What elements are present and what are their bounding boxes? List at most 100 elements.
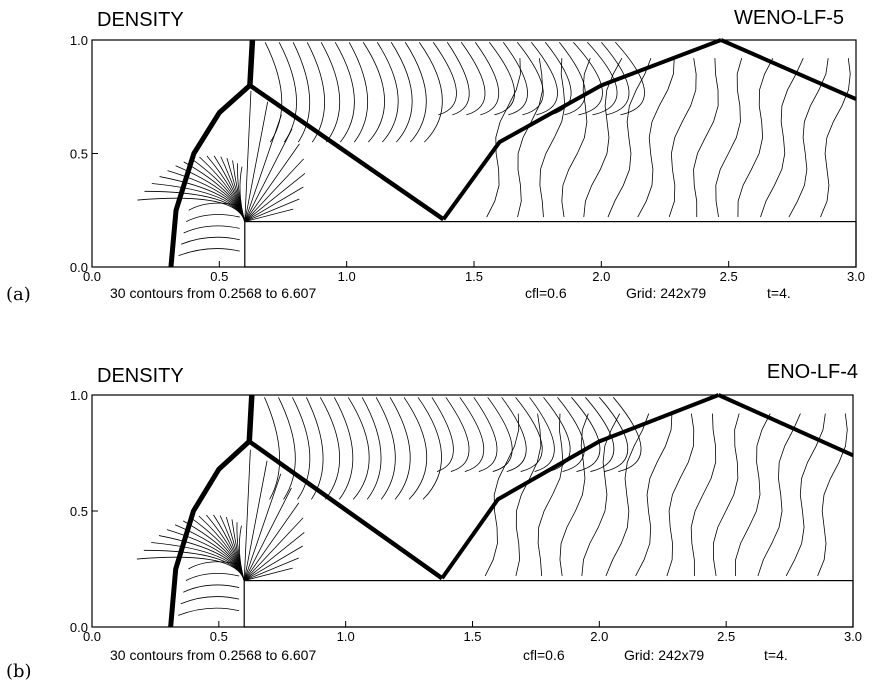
contour-line bbox=[178, 248, 240, 257]
contour-line bbox=[561, 58, 591, 218]
plot-title: DENSITY bbox=[97, 9, 184, 31]
contour-line bbox=[244, 186, 304, 222]
contour-line bbox=[244, 128, 293, 222]
contour-line bbox=[185, 572, 240, 581]
contour-line bbox=[760, 57, 804, 218]
contour-line bbox=[264, 42, 283, 143]
contour-line bbox=[183, 225, 240, 234]
panel-label: (b) bbox=[6, 661, 32, 682]
y-tick-label: 0.5 bbox=[70, 147, 88, 162]
contour-line bbox=[515, 397, 543, 472]
contour-line bbox=[292, 42, 311, 143]
contour-line bbox=[244, 158, 304, 222]
contour-line bbox=[417, 397, 442, 500]
contour-line bbox=[244, 173, 306, 222]
contour-line bbox=[583, 57, 623, 218]
shock-bow bbox=[168, 439, 251, 628]
contour-line bbox=[529, 397, 555, 472]
step-obstacle bbox=[243, 580, 854, 628]
contour-line bbox=[244, 101, 269, 222]
contour-line bbox=[615, 42, 645, 116]
contour-line bbox=[243, 473, 282, 581]
contour-line bbox=[243, 545, 303, 581]
contour-line bbox=[292, 397, 311, 500]
caption-time: t=4. bbox=[767, 285, 791, 301]
contour-line bbox=[376, 42, 399, 143]
density-contour-plot-a: 0.0 0.5 1.0 1.5 2.0 2.5 3.0 0.00.51.0 DENSITY … bbox=[6, 7, 865, 305]
contour-line bbox=[320, 42, 341, 143]
caption-time: t=4. bbox=[764, 647, 788, 663]
contour-line bbox=[390, 42, 413, 143]
contour-lines bbox=[137, 41, 851, 257]
x-tick-label: 3.0 bbox=[847, 269, 865, 284]
contour-line bbox=[244, 198, 300, 222]
x-tick-label: 2.0 bbox=[590, 629, 608, 644]
density-contour-plot-b: 0.0 0.5 1.0 1.5 2.0 2.5 3.0 0.00.51.0 DENSITY … bbox=[6, 361, 862, 682]
shock-fronts bbox=[168, 38, 857, 268]
shock-fronts bbox=[168, 393, 854, 628]
shock-mach-stem bbox=[246, 394, 255, 442]
x-tick-label: 1.0 bbox=[338, 269, 356, 284]
contour-line bbox=[581, 413, 621, 576]
x-tick-label: 0.0 bbox=[83, 629, 101, 644]
contour-line bbox=[362, 42, 385, 143]
caption-cfl: cfl=0.6 bbox=[525, 285, 567, 301]
contour-line bbox=[186, 214, 240, 222]
contour-line bbox=[375, 397, 396, 500]
contour-line bbox=[757, 413, 801, 577]
shock-third bbox=[717, 393, 854, 458]
x-tick-label: 0.5 bbox=[210, 629, 228, 644]
contour-line bbox=[180, 236, 240, 245]
shock-reflected bbox=[248, 83, 445, 222]
scheme-label: ENO-LF-4 bbox=[767, 361, 858, 383]
contour-line bbox=[432, 42, 457, 116]
y-axis-ticks: 0.0 0.5 1.0 bbox=[70, 33, 98, 275]
contour-line bbox=[243, 460, 268, 581]
contour-line bbox=[599, 397, 629, 472]
shock-mach-stem bbox=[247, 39, 256, 86]
scheme-label: WENO-LF-5 bbox=[734, 7, 844, 29]
contour-line bbox=[431, 397, 454, 472]
caption-grid: Grid: 242x79 bbox=[624, 647, 704, 663]
contour-line bbox=[244, 90, 252, 222]
x-tick-label: 2.0 bbox=[592, 269, 610, 284]
contour-line bbox=[459, 397, 485, 472]
contour-line bbox=[817, 413, 848, 577]
contour-line bbox=[715, 58, 743, 218]
contour-line bbox=[278, 42, 297, 143]
contour-line bbox=[243, 487, 292, 581]
contour-line bbox=[537, 413, 564, 576]
contour-line bbox=[559, 42, 586, 116]
caption-grid: Grid: 242x79 bbox=[626, 285, 706, 301]
contour-line bbox=[137, 197, 246, 222]
shock-bow bbox=[168, 83, 252, 268]
y-tick-label: 1.0 bbox=[70, 388, 88, 403]
contour-line bbox=[484, 413, 520, 577]
contour-line bbox=[319, 397, 341, 500]
plot-title: DENSITY bbox=[97, 365, 184, 387]
contour-line bbox=[605, 413, 650, 577]
y-tick-label: 0.0 bbox=[70, 620, 88, 635]
contour-line bbox=[389, 397, 411, 500]
panel-label: (a) bbox=[6, 284, 31, 305]
contour-line bbox=[333, 397, 354, 500]
x-tick-label: 2.5 bbox=[720, 269, 738, 284]
contour-line bbox=[820, 58, 851, 218]
contour-line bbox=[539, 58, 566, 218]
caption-contours: 30 contours from 0.2568 to 6.607 bbox=[110, 647, 316, 663]
contour-line bbox=[502, 42, 528, 116]
contour-line bbox=[612, 397, 642, 472]
contour-line bbox=[501, 397, 527, 472]
x-axis-ticks: 0.0 0.5 1.0 1.5 2.0 2.5 3.0 bbox=[83, 261, 865, 284]
contour-line bbox=[446, 42, 470, 116]
contour-line bbox=[637, 58, 675, 218]
contour-line bbox=[190, 517, 245, 581]
caption-cfl: cfl=0.6 bbox=[523, 647, 565, 663]
contour-line bbox=[735, 413, 771, 576]
contour-line bbox=[543, 397, 571, 472]
contour-line bbox=[243, 449, 251, 581]
density-panel-a: 0.0 0.5 1.0 1.5 2.0 2.5 3.0 0.0 0.5 1.0 DENSITY … bbox=[0, 0, 872, 343]
contour-line bbox=[244, 567, 293, 581]
contour-line bbox=[403, 397, 428, 500]
contour-line bbox=[188, 202, 240, 211]
